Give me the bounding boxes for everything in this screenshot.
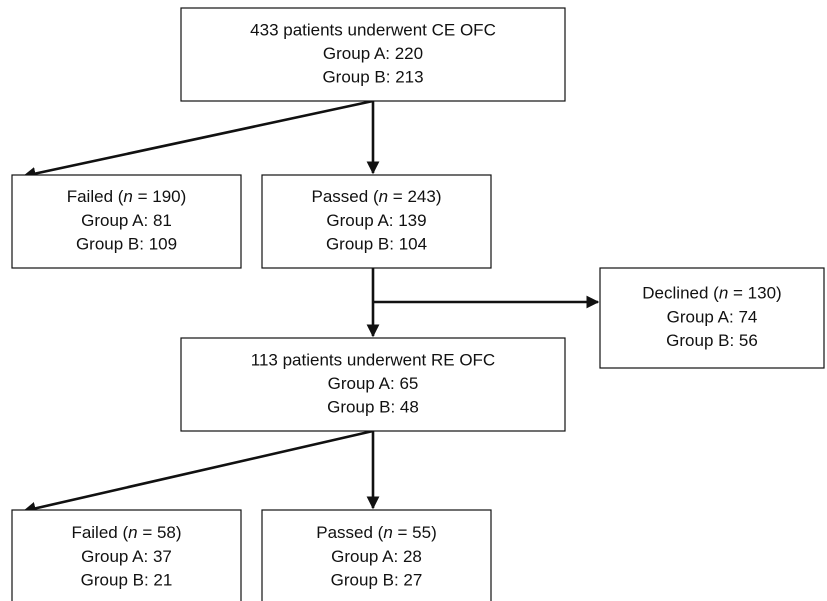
title-variable: n	[719, 284, 728, 303]
node-title: Passed (n = 55)	[316, 523, 437, 542]
title-variable: n	[123, 187, 132, 206]
node-box	[599, 267, 825, 369]
title-text: Declined (	[642, 284, 719, 303]
node-box	[11, 174, 242, 269]
arrow	[22, 99, 374, 180]
node-line: Group A: 220	[323, 44, 423, 63]
node-box	[261, 174, 492, 269]
node-title: 433 patients underwent CE OFC	[250, 20, 496, 39]
node-title: Declined (n = 130)	[642, 284, 781, 303]
title-text: = 130)	[728, 284, 781, 303]
title-text: Failed (	[71, 523, 128, 542]
title-text: = 55)	[393, 523, 437, 542]
node-line: Group B: 56	[666, 331, 758, 350]
node-title: 113 patients underwent RE OFC	[251, 350, 495, 369]
node-box	[180, 7, 566, 102]
node-box	[180, 337, 566, 432]
title-text: = 58)	[138, 523, 182, 542]
node-line: Group B: 48	[327, 397, 419, 416]
node: Failed (n = 58) Group A: 37 Group B: 21	[11, 509, 242, 601]
node: Failed (n = 190) Group A: 81 Group B: 109	[11, 174, 242, 269]
node-line: Group B: 213	[322, 67, 423, 86]
title-text: Failed (	[67, 187, 124, 206]
node: 113 patients underwent RE OFC Group A: 65…	[180, 337, 566, 432]
title-variable: n	[383, 523, 392, 542]
node-line: Group A: 81	[81, 211, 172, 230]
node-title: Failed (n = 58)	[71, 523, 181, 542]
node-title: Failed (n = 190)	[67, 187, 187, 206]
node-line: Group A: 37	[81, 547, 172, 566]
node: Declined (n = 130) Group A: 74 Group B: 56	[599, 267, 825, 369]
node-line: Group B: 104	[326, 234, 427, 253]
node-line: Group B: 27	[331, 570, 423, 589]
node-title: Passed (n = 243)	[312, 187, 442, 206]
node-line: Group A: 65	[328, 374, 419, 393]
arrow	[22, 429, 374, 515]
node-line: Group B: 21	[81, 570, 173, 589]
title-text: Passed (	[312, 187, 379, 206]
node-line: Group A: 28	[331, 547, 422, 566]
node-line: Group B: 109	[76, 234, 177, 253]
node-box	[261, 509, 492, 601]
node: Passed (n = 243) Group A: 139 Group B: 104	[261, 174, 492, 269]
title-text: Passed (	[316, 523, 383, 542]
title-text: = 190)	[133, 187, 186, 206]
node: 433 patients underwent CE OFC Group A: 22…	[180, 7, 566, 102]
node-line: Group A: 74	[667, 307, 758, 326]
node: Passed (n = 55) Group A: 28 Group B: 27	[261, 509, 492, 601]
title-text: = 243)	[388, 187, 441, 206]
title-variable: n	[128, 523, 137, 542]
node-box	[11, 509, 242, 601]
title-variable: n	[379, 187, 388, 206]
connectors	[22, 99, 600, 515]
node-line: Group A: 139	[326, 211, 426, 230]
